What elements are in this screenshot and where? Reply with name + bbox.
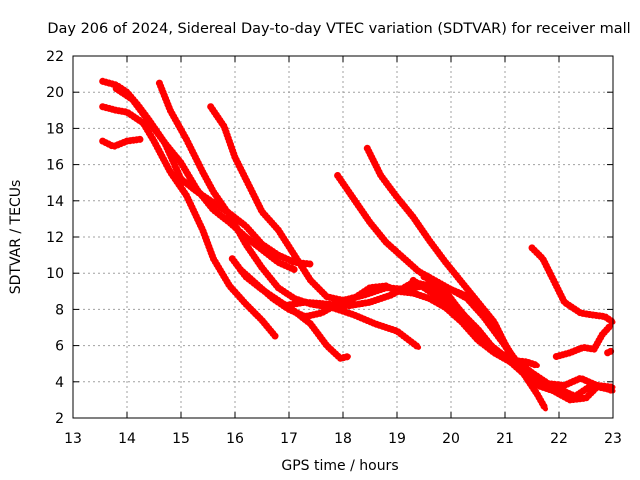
y-tick-labels: 2 4 6 8 10 12 14 16 18 20 22 <box>46 49 64 427</box>
series-track-3 <box>99 135 144 151</box>
series-track-4 <box>112 85 298 274</box>
x-tick-labels: 13 14 15 16 17 18 19 20 21 22 23 <box>64 431 622 447</box>
x-tick-label: 19 <box>388 431 406 447</box>
y-tick-label: 12 <box>46 230 64 246</box>
x-tick-label: 20 <box>442 431 460 447</box>
x-axis-label: GPS time / hours <box>281 458 398 474</box>
series-track-5 <box>155 79 423 351</box>
series-track-13 <box>420 273 601 404</box>
series-markers <box>99 103 279 341</box>
series-markers <box>99 135 144 151</box>
series-markers <box>604 347 615 357</box>
y-tick-label: 8 <box>55 302 64 318</box>
series-line <box>335 173 616 390</box>
series-markers <box>334 172 617 391</box>
series-track-8 <box>236 266 531 373</box>
x-tick-label: 16 <box>226 431 244 447</box>
grid-lines <box>73 56 613 418</box>
series-markers <box>112 85 298 274</box>
y-tick-label: 2 <box>55 411 64 427</box>
x-tick-label: 22 <box>550 431 568 447</box>
series-markers <box>155 79 423 351</box>
y-tick-label: 4 <box>55 375 64 391</box>
series-track-15 <box>552 322 614 360</box>
x-tick-label: 13 <box>64 431 82 447</box>
x-tick-label: 15 <box>172 431 190 447</box>
series-markers <box>528 244 617 326</box>
series-track-2 <box>99 103 279 341</box>
y-tick-label: 10 <box>46 266 64 282</box>
series-markers <box>552 322 614 360</box>
x-tick-label: 18 <box>334 431 352 447</box>
series-track-10 <box>334 172 617 391</box>
y-tick-label: 18 <box>46 121 64 137</box>
axis-ticks <box>72 55 614 419</box>
series-track-14 <box>528 244 617 326</box>
series-markers <box>420 273 601 404</box>
x-tick-label: 21 <box>496 431 514 447</box>
y-tick-label: 20 <box>46 85 64 101</box>
y-tick-label: 22 <box>46 49 64 65</box>
x-tick-label: 17 <box>280 431 298 447</box>
y-tick-label: 14 <box>46 194 64 210</box>
y-tick-label: 16 <box>46 158 64 174</box>
series-markers <box>236 266 531 373</box>
x-tick-label: 14 <box>118 431 136 447</box>
y-tick-label: 6 <box>55 339 64 355</box>
x-tick-label: 23 <box>604 431 622 447</box>
data-series-layer <box>99 77 617 413</box>
y-axis-label: SDTVAR / TECUs <box>8 180 24 295</box>
series-track-16 <box>604 347 615 357</box>
chart-title: Day 206 of 2024, Sidereal Day-to-day VTE… <box>47 21 630 37</box>
